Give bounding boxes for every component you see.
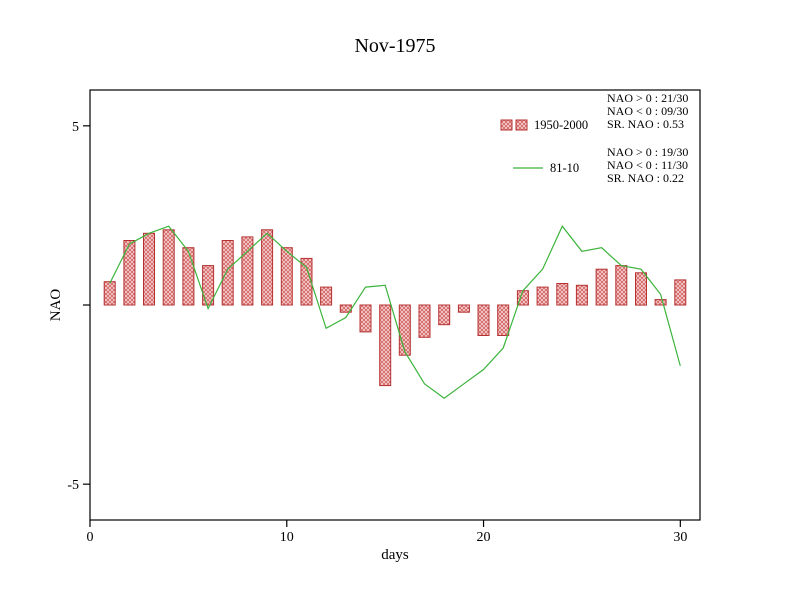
stats-81-10: NAO > 0 : 19/30 NAO < 0 : 11/30 SR. NAO … xyxy=(607,145,688,185)
bar-day-24 xyxy=(556,283,569,306)
bar-day-27 xyxy=(615,265,628,306)
stats-line: NAO < 0 : 11/30 xyxy=(607,158,688,172)
stats-line: SR. NAO : 0.53 xyxy=(607,117,684,131)
stats-line: SR. NAO : 0.22 xyxy=(607,171,684,185)
x-tick-label: 30 xyxy=(673,530,687,545)
bar-day-30 xyxy=(674,279,687,306)
legend: 1950-2000 81-10 xyxy=(500,118,588,175)
bar-day-16 xyxy=(398,304,411,356)
bar-day-7 xyxy=(221,240,234,306)
axis-ticks: 0 10 20 30 -5 5 xyxy=(67,120,687,545)
stats-line: NAO < 0 : 09/30 xyxy=(607,104,688,118)
bar-day-14 xyxy=(359,304,372,333)
bar-day-17 xyxy=(418,304,431,338)
bar-day-11 xyxy=(300,257,313,306)
line-series-81-10 xyxy=(109,225,681,399)
bar-day-6 xyxy=(202,265,215,306)
bar-series-1950-2000 xyxy=(103,229,687,387)
y-axis-label: NAO xyxy=(48,289,64,322)
bar-day-21 xyxy=(497,304,510,336)
bar-day-25 xyxy=(575,284,588,306)
stats-line: NAO > 0 : 19/30 xyxy=(607,145,688,159)
bar-day-19 xyxy=(457,304,470,313)
legend-bar-swatch-1 xyxy=(500,119,513,131)
chart-title: Nov-1975 xyxy=(354,35,435,57)
bar-day-3 xyxy=(143,232,155,306)
bar-day-15 xyxy=(379,304,392,387)
bar-day-23 xyxy=(536,286,549,306)
bar-day-26 xyxy=(595,268,608,306)
bar-day-10 xyxy=(280,247,293,306)
bar-day-4 xyxy=(162,229,175,306)
x-tick-label: 0 xyxy=(87,530,94,545)
bar-day-1 xyxy=(103,281,116,306)
bar-day-8 xyxy=(241,236,254,306)
x-tick-label: 10 xyxy=(280,530,294,545)
bar-day-18 xyxy=(438,304,451,326)
y-tick-label: -5 xyxy=(67,478,79,493)
bar-day-2 xyxy=(123,240,136,306)
bar-day-5 xyxy=(182,247,195,306)
legend-label-81-10: 81-10 xyxy=(550,161,579,175)
bar-day-28 xyxy=(635,272,647,306)
bar-day-12 xyxy=(320,286,333,306)
bar-day-29 xyxy=(654,299,667,306)
bar-day-20 xyxy=(477,304,490,336)
stats-1950-2000: NAO > 0 : 21/30 NAO < 0 : 09/30 SR. NAO … xyxy=(607,91,688,131)
legend-label-1950-2000: 1950-2000 xyxy=(534,118,588,132)
y-tick-label: 5 xyxy=(72,120,79,135)
x-tick-label: 20 xyxy=(477,530,491,545)
legend-bar-swatch-2 xyxy=(515,119,528,131)
bar-day-9 xyxy=(261,229,274,306)
stats-line: NAO > 0 : 21/30 xyxy=(607,91,688,105)
x-axis-label: days xyxy=(381,547,409,563)
